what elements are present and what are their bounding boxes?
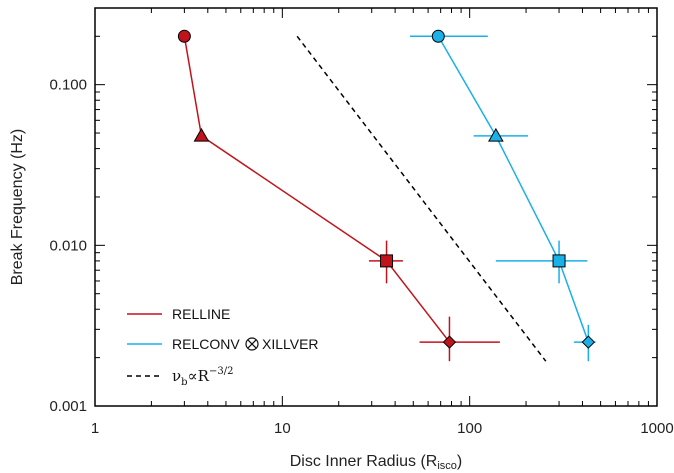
data-point-square — [552, 254, 566, 268]
y-axis-title: Break Frequency (Hz) — [9, 129, 26, 286]
convolution-symbol-stroke-b — [247, 339, 257, 349]
data-point-triangle — [488, 127, 504, 142]
legend-label-relline: RELLINE — [172, 306, 230, 322]
x-tick-label: 100 — [457, 420, 482, 437]
series-line — [183, 36, 451, 343]
series-group — [177, 29, 596, 362]
x-tick-label: 10 — [274, 420, 291, 437]
legend-label-reference: νb∝R−3/2 — [172, 366, 233, 388]
data-point-circle — [177, 29, 191, 43]
series-0 — [177, 29, 500, 362]
convolution-symbol-icon — [245, 337, 259, 351]
data-point-diamond — [442, 335, 457, 349]
data-point-triangle — [193, 127, 210, 142]
x-axis-title: Disc Inner Radius (Risco) — [290, 453, 463, 472]
data-point-square — [380, 254, 394, 268]
series-line — [437, 35, 590, 343]
plot-frame — [94, 7, 658, 407]
y-tick-label: 0.100 — [49, 77, 87, 94]
reference-line-group — [296, 35, 547, 362]
x-tick-label: 1000 — [640, 420, 673, 437]
legend-label-relconv: RELCONV — [172, 336, 240, 352]
axis-tick-labels: 1 10 100 1000 0.001 0.010 0.100 — [49, 77, 673, 437]
legend: RELLINE RELCONV XILLVER νb∝R−3/2 — [127, 306, 319, 388]
axis-ticks — [94, 7, 658, 407]
y-tick-label: 0.010 — [49, 237, 87, 254]
y-tick-label: 0.001 — [49, 398, 87, 415]
data-point-diamond — [581, 335, 596, 349]
reference-line — [296, 35, 547, 362]
data-point-circle — [431, 29, 445, 43]
legend-label-xillver: XILLVER — [262, 336, 319, 352]
x-tick-label: 1 — [91, 420, 99, 437]
series-1 — [409, 29, 596, 362]
